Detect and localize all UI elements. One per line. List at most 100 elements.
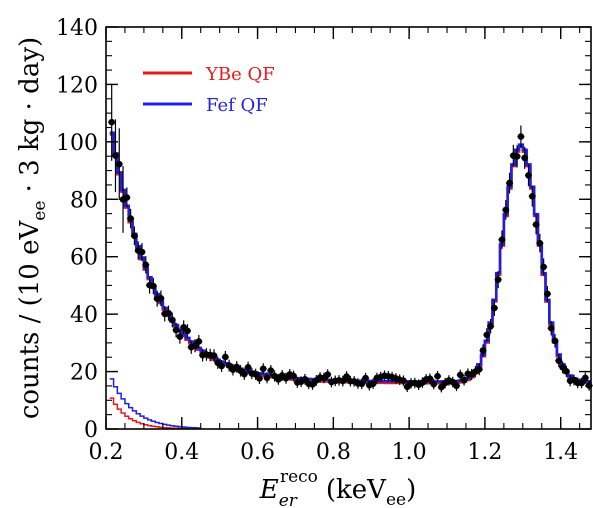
data-point bbox=[112, 152, 119, 159]
data-point bbox=[528, 192, 536, 200]
data-point bbox=[131, 232, 138, 240]
data-point bbox=[115, 160, 123, 168]
data-point bbox=[339, 377, 347, 385]
data-point bbox=[536, 239, 544, 247]
data-point bbox=[479, 347, 487, 354]
x-axis-title-unit-close: ) bbox=[406, 475, 416, 505]
y-axis-title-suffix: · 3 kg · day) bbox=[15, 37, 45, 201]
data-point bbox=[563, 368, 570, 375]
data-point bbox=[426, 375, 434, 383]
data-point bbox=[430, 380, 438, 388]
data-point bbox=[517, 133, 525, 140]
y-tick-label: 40 bbox=[70, 303, 98, 328]
fef-low-energy-component bbox=[109, 378, 201, 429]
x-tick-labels: 0.2 0.4 0.6 0.8 1.0 1.2 1.4 bbox=[89, 440, 579, 465]
data-point bbox=[343, 373, 350, 380]
data-point bbox=[582, 374, 589, 382]
data-point bbox=[578, 379, 585, 387]
data-point bbox=[172, 326, 180, 334]
x-tick-label: 0.2 bbox=[89, 440, 124, 465]
data-point bbox=[525, 172, 532, 179]
x-tick-label: 1.0 bbox=[392, 440, 427, 465]
data-point bbox=[157, 295, 165, 302]
data-point bbox=[487, 322, 494, 330]
y-tick-label: 20 bbox=[70, 361, 98, 386]
x-axis-title-main: E bbox=[259, 475, 279, 505]
y-tick-label: 100 bbox=[56, 131, 98, 156]
y-axis-title-prefix: counts / (10 eV bbox=[15, 220, 45, 420]
data-point bbox=[142, 261, 150, 269]
data-point bbox=[513, 153, 521, 160]
x-axis-title-sup: reco bbox=[280, 467, 318, 487]
data-point bbox=[555, 357, 563, 365]
data-point bbox=[506, 179, 513, 187]
data-point bbox=[521, 154, 528, 162]
data-point bbox=[195, 338, 203, 345]
data-point bbox=[494, 276, 502, 283]
data-point bbox=[453, 382, 460, 390]
data-point bbox=[358, 380, 366, 388]
data-point bbox=[434, 372, 441, 380]
y-tick-label: 140 bbox=[56, 16, 98, 41]
x-tick-label: 1.4 bbox=[543, 440, 578, 465]
data-point bbox=[123, 194, 131, 201]
data-point bbox=[259, 365, 267, 373]
data-point bbox=[244, 364, 252, 371]
data-point bbox=[256, 375, 263, 382]
x-axis-title-unit-open: (keV bbox=[326, 475, 387, 505]
data-point bbox=[165, 309, 172, 317]
data-point bbox=[290, 372, 297, 380]
x-tick-label: 1.2 bbox=[467, 440, 502, 465]
legend-label-fef: Fef QF bbox=[206, 95, 268, 116]
data-point bbox=[210, 352, 218, 359]
data-point bbox=[547, 324, 555, 332]
data-point bbox=[138, 248, 146, 256]
data-point bbox=[301, 375, 309, 383]
data-point bbox=[460, 376, 468, 384]
data-point bbox=[483, 331, 491, 339]
data-point bbox=[532, 221, 540, 228]
data-point bbox=[475, 366, 483, 373]
legend: YBe QF Fef QF bbox=[143, 64, 275, 116]
y-axis-title: counts / (10 eVee · 3 kg · day) bbox=[15, 37, 50, 419]
y-tick-label: 120 bbox=[56, 73, 98, 98]
data-point bbox=[176, 333, 184, 340]
data-point bbox=[127, 215, 134, 222]
data-point bbox=[263, 374, 271, 382]
data-point bbox=[502, 206, 510, 214]
data-point bbox=[498, 236, 506, 243]
y-axis-title-sub: ee bbox=[30, 201, 50, 221]
data-point bbox=[544, 290, 551, 298]
data-point bbox=[267, 367, 275, 374]
data-point bbox=[540, 263, 547, 271]
data-point bbox=[369, 380, 377, 387]
data-point bbox=[551, 337, 559, 345]
data-point bbox=[400, 377, 407, 384]
data-point bbox=[491, 304, 498, 312]
y-tick-labels: 0 20 40 60 80 100 120 140 bbox=[56, 16, 98, 443]
x-axis-title: Eer reco (keVee) bbox=[259, 467, 416, 508]
data-point bbox=[362, 374, 369, 382]
x-tick-label: 0.8 bbox=[316, 440, 351, 465]
x-tick-label: 0.6 bbox=[240, 440, 275, 465]
data-point bbox=[241, 370, 248, 378]
x-tick-label: 0.4 bbox=[164, 440, 199, 465]
data-point bbox=[108, 118, 115, 126]
x-axis-title-sub: er bbox=[279, 491, 298, 508]
y-tick-label: 80 bbox=[70, 188, 98, 213]
data-point bbox=[456, 371, 464, 379]
data-points bbox=[108, 83, 593, 393]
data-point bbox=[324, 371, 331, 378]
data-point bbox=[150, 282, 157, 290]
legend-label-ybe: YBe QF bbox=[205, 64, 275, 85]
data-point bbox=[191, 342, 199, 350]
data-point bbox=[184, 327, 191, 335]
y-tick-label: 60 bbox=[70, 246, 98, 271]
data-point bbox=[218, 362, 225, 370]
data-point bbox=[169, 316, 176, 324]
data-point bbox=[222, 353, 229, 361]
x-axis-title-unit-sub: ee bbox=[386, 490, 406, 508]
